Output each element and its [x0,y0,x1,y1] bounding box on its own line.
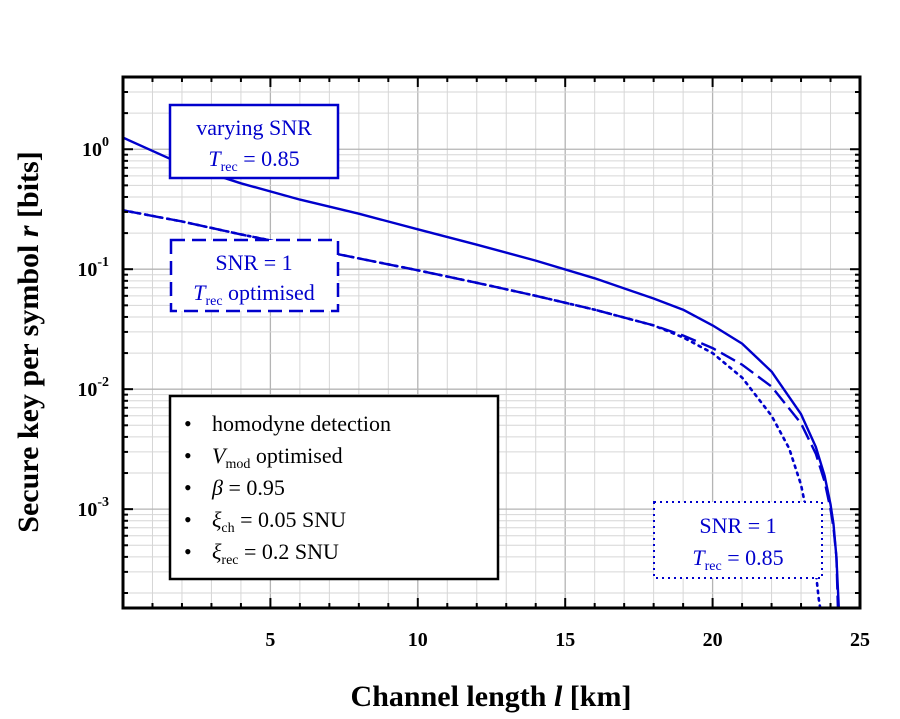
ticks [123,77,860,608]
plot-frame [121,75,862,610]
y-axis-label-post: [bits] [12,151,45,225]
y-tick-exponent: -2 [97,375,109,390]
parameter-item: ξch = 0.05 SNU [212,507,346,536]
x-tick-label: 20 [703,629,723,651]
parameter-bullet: • [184,475,192,500]
x-axis-label-var: l [554,680,563,713]
annotation-line1: SNR = 1 [699,513,776,538]
y-axis-label: Secure key per symbol r [bits] [12,151,45,532]
parameter-bullet: • [184,443,192,468]
x-axis-label-pre: Channel length [351,680,554,713]
parameters-list: • homodyne detection • Vmod optimised • β = 0… [184,411,391,568]
x-tick-label: 15 [555,629,575,651]
annotation-line1: varying SNR [196,115,312,140]
y-tick-exponent: -1 [97,255,109,270]
x-tick-label: 10 [408,629,428,651]
x-axis-label: Channel length l [km] [351,680,632,713]
y-tick-base: 10 [77,379,97,401]
annotation-line2: Trec = 0.85 [692,545,783,574]
parameters-box: • homodyne detection • Vmod optimised • β = 0… [168,394,500,581]
parameter-bullet: • [184,411,192,436]
y-tick-exponent: -3 [97,495,109,510]
annotation-line2: Trec optimised [193,280,315,309]
y-tick-base: 10 [82,139,102,161]
x-axis-label-post: [km] [562,680,631,713]
x-tick-label: 25 [850,629,870,651]
x-tick-label: 5 [265,629,275,651]
parameter-item: homodyne detection [212,411,391,436]
y-tick-label: 100 [82,135,109,161]
parameter-bullet: • [184,539,192,564]
parameter-item: Vmod optimised [212,443,343,472]
y-tick-base: 10 [77,499,97,521]
y-tick-base: 10 [77,259,97,281]
parameter-item: β = 0.95 [211,475,285,500]
annotation-snr1-fixed: SNR = 1 Trec = 0.85 [653,501,823,579]
annotation-box-dotted [653,501,823,579]
parameter-bullet: • [184,507,192,532]
annotation-varying-snr: varying SNR Trec = 0.85 [168,103,340,180]
y-axis-label-var: r [12,225,45,237]
parameters-box-frame [168,394,500,581]
annotation-snr1-optimised: SNR = 1 Trec optimised [169,238,340,313]
y-tick-label: 10-1 [77,255,109,281]
annotation-box-solid [168,103,340,180]
y-tick-exponent: 0 [102,135,109,150]
y-tick-label: 10-2 [77,375,109,401]
parameter-item: ξrec = 0.2 SNU [212,539,339,568]
y-tick-label: 10-3 [77,495,109,521]
annotation-box-dashed [169,238,340,313]
annotation-line1: SNR = 1 [215,250,292,275]
annotation-line2: Trec = 0.85 [208,146,299,175]
y-axis-label-pre: Secure key per symbol [12,237,45,533]
